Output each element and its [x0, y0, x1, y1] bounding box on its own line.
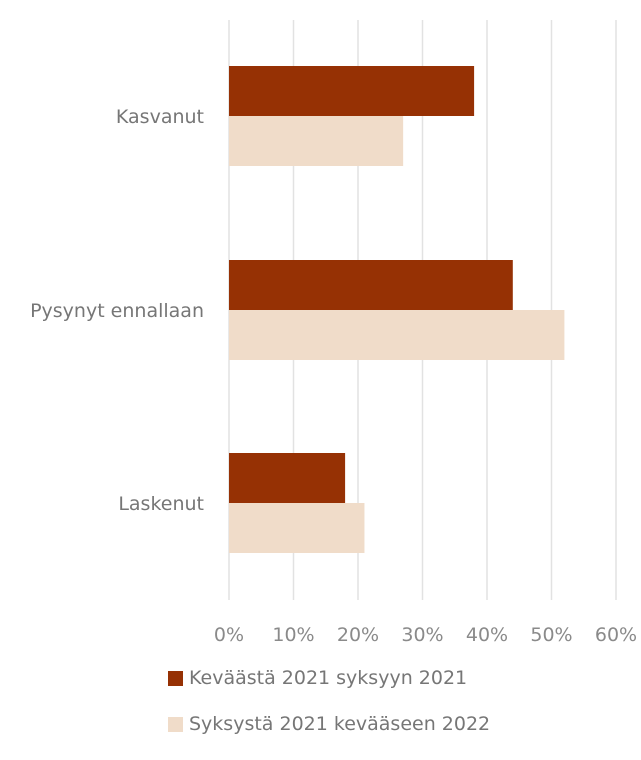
bar [229, 310, 565, 360]
x-axis-ticks: 0% 10% 20% 30% 40% 50% 60% [214, 624, 637, 646]
bar [229, 260, 513, 310]
legend-swatch [168, 670, 183, 686]
legend-label: Keväästä 2021 syksyyn 2021 [189, 667, 468, 689]
category-label: Laskenut [118, 493, 204, 515]
legend-label: Syksystä 2021 kevääseen 2022 [189, 713, 491, 735]
legend: Keväästä 2021 syksyyn 2021 Syksystä 2021… [168, 667, 491, 760]
bar-chart: Kasvanut Pysynyt ennallaan Laskenut 0% 10% 2… [30, 20, 637, 646]
category-label: Pysynyt ennallaan [30, 300, 204, 322]
bar [229, 453, 346, 503]
x-tick-label: 60% [595, 624, 637, 646]
x-tick-label: 30% [401, 624, 443, 646]
bar [229, 116, 404, 166]
category-labels: Kasvanut Pysynyt ennallaan Laskenut [30, 106, 204, 515]
legend-item: Keväästä 2021 syksyyn 2021 [168, 667, 490, 689]
bar [229, 66, 475, 116]
x-tick-label: 0% [214, 624, 244, 646]
x-tick-label: 10% [272, 624, 314, 646]
bars [229, 66, 565, 553]
category-label: Kasvanut [116, 106, 204, 128]
x-tick-label: 50% [530, 624, 572, 646]
legend-swatch [168, 716, 183, 732]
legend-item: Syksystä 2021 kevääseen 2022 [168, 713, 491, 735]
x-tick-label: 40% [466, 624, 508, 646]
bar [229, 503, 365, 553]
x-tick-label: 20% [337, 624, 379, 646]
